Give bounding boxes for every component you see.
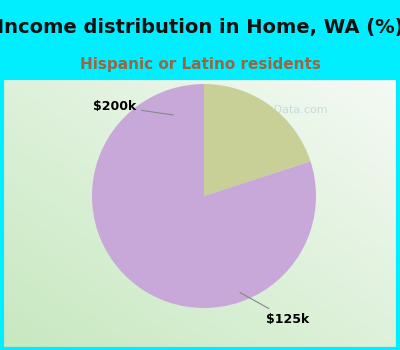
Text: Income distribution in Home, WA (%): Income distribution in Home, WA (%) xyxy=(0,18,400,37)
Text: $125k: $125k xyxy=(240,293,310,326)
Wedge shape xyxy=(204,84,310,196)
Text: City-Data.com: City-Data.com xyxy=(248,105,328,115)
Text: $200k: $200k xyxy=(93,100,173,115)
Wedge shape xyxy=(92,84,316,308)
Text: Hispanic or Latino residents: Hispanic or Latino residents xyxy=(80,57,320,72)
